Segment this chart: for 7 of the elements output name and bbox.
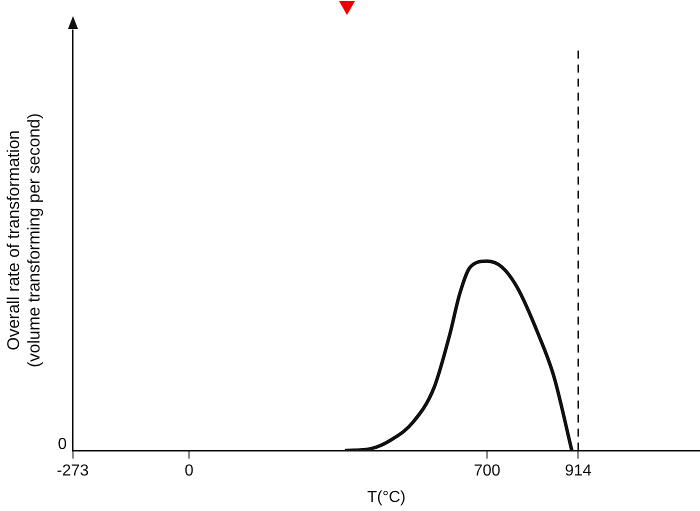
x-tick-label: 0: [184, 462, 194, 480]
y-axis-title: Overall rate of transformation (volume transforming per second): [4, 113, 44, 368]
text: 0: [58, 436, 67, 454]
x-axis-title: T(°C): [367, 488, 406, 506]
x-tick-label: -273: [56, 462, 89, 480]
x-tick-label: 700: [474, 462, 501, 480]
x-tick-label: 914: [564, 462, 592, 480]
